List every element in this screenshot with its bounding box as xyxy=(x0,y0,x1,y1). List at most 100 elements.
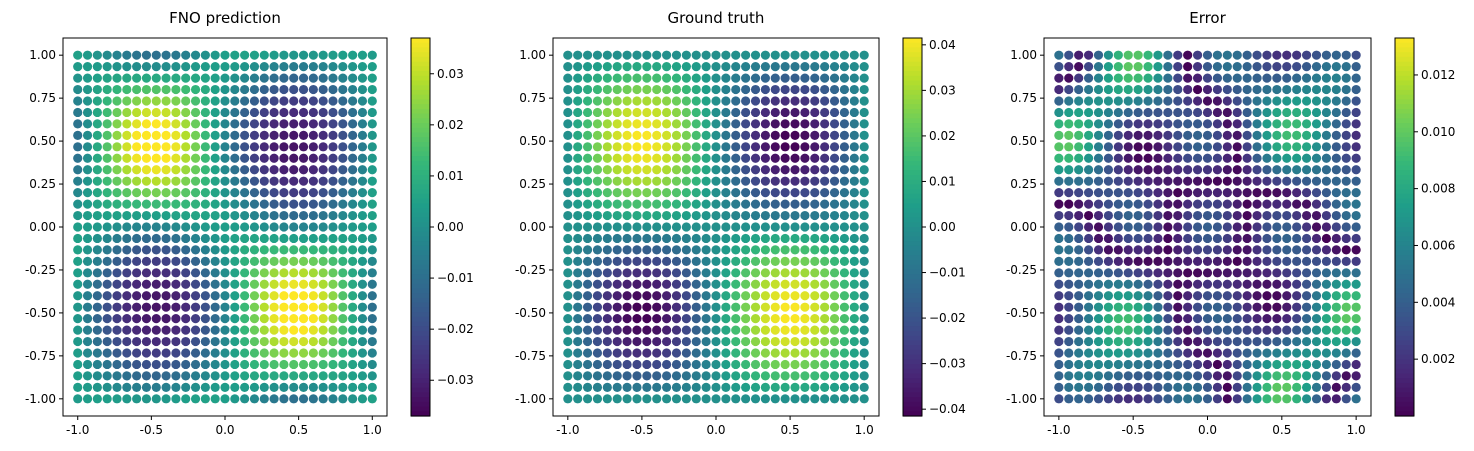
scatter-point xyxy=(328,50,338,60)
scatter-point xyxy=(82,233,93,244)
scatter-point xyxy=(731,153,741,163)
scatter-point xyxy=(701,107,711,118)
scatter-point xyxy=(770,394,780,404)
scatter-point xyxy=(1311,153,1322,163)
colorbar-tick-label: 0.00 xyxy=(929,220,956,234)
scatter-point xyxy=(1163,245,1173,255)
scatter-point xyxy=(1212,142,1223,152)
scatter-point xyxy=(849,291,859,301)
scatter-point xyxy=(849,245,859,255)
scatter-point xyxy=(1262,142,1272,152)
scatter-point xyxy=(1192,382,1203,392)
scatter-point xyxy=(210,336,220,347)
scatter-point xyxy=(161,336,171,347)
scatter-point xyxy=(122,73,132,83)
scatter-point xyxy=(622,199,632,209)
scatter-point xyxy=(829,279,840,289)
scatter-point xyxy=(780,50,790,60)
subplot-3: Error-1.0 -0.5 0.0 0.5 1.0-1.00-0.75-0.50-0.… xyxy=(1006,9,1455,437)
scatter-point xyxy=(1123,188,1133,198)
scatter-point xyxy=(1212,233,1223,244)
scatter-point xyxy=(1163,291,1173,301)
scatter-point xyxy=(210,359,220,370)
colorbar-segment xyxy=(1395,255,1414,261)
x-tick-label: 0.0 xyxy=(1198,423,1217,437)
scatter-point xyxy=(1242,222,1252,232)
scatter-point xyxy=(1292,256,1302,266)
scatter-point xyxy=(691,210,701,221)
scatter-point xyxy=(1083,210,1094,221)
scatter-point xyxy=(750,107,761,118)
scatter-point xyxy=(741,50,751,60)
scatter-point xyxy=(1292,176,1302,186)
scatter-point xyxy=(230,314,240,324)
scatter-point xyxy=(1252,199,1262,209)
scatter-point xyxy=(102,359,112,370)
scatter-point xyxy=(573,153,583,163)
scatter-point xyxy=(622,348,632,358)
scatter-point xyxy=(1163,325,1173,335)
scatter-point xyxy=(279,359,289,370)
scatter-point xyxy=(308,142,318,152)
scatter-point xyxy=(701,325,711,335)
colorbar-segment xyxy=(1395,170,1414,176)
x-tick-label: 0.5 xyxy=(289,423,308,437)
scatter-point xyxy=(1311,188,1322,198)
scatter-point xyxy=(741,130,751,140)
colorbar-segment xyxy=(903,127,922,134)
scatter-point xyxy=(161,359,171,370)
scatter-point xyxy=(602,199,612,209)
scatter-point xyxy=(171,96,181,106)
scatter-point xyxy=(82,348,93,358)
scatter-point xyxy=(289,62,299,72)
scatter-point xyxy=(1272,199,1282,209)
colorbar-segment xyxy=(411,382,430,389)
colorbar-segment xyxy=(903,269,922,275)
scatter-point xyxy=(632,165,642,175)
scatter-point xyxy=(357,245,368,255)
scatter-point xyxy=(592,325,603,335)
scatter-point xyxy=(1292,268,1302,278)
scatter-point xyxy=(308,176,318,186)
scatter-point xyxy=(249,96,260,106)
scatter-point xyxy=(582,302,593,312)
y-tick-label: 0.00 xyxy=(1010,220,1037,234)
scatter-point xyxy=(1331,119,1341,129)
scatter-point xyxy=(691,130,701,140)
scatter-point xyxy=(612,62,622,72)
scatter-point xyxy=(800,291,810,301)
scatter-point xyxy=(829,245,840,255)
scatter-point xyxy=(612,222,622,232)
scatter-point xyxy=(1202,336,1213,347)
scatter-point xyxy=(318,107,328,118)
scatter-point xyxy=(1163,142,1173,152)
colorbar-segment xyxy=(411,283,430,290)
scatter-point xyxy=(230,188,240,198)
scatter-point xyxy=(1321,107,1332,118)
scatter-point xyxy=(1321,336,1332,347)
scatter-point xyxy=(348,348,358,358)
scatter-point xyxy=(1093,325,1104,335)
scatter-point xyxy=(1282,84,1292,95)
scatter-point xyxy=(181,107,191,118)
scatter-point xyxy=(1103,314,1114,324)
scatter-point xyxy=(171,336,181,347)
scatter-point xyxy=(1083,336,1094,347)
scatter-point xyxy=(1153,210,1163,221)
scatter-point xyxy=(741,279,751,289)
scatter-point xyxy=(691,165,701,175)
scatter-point xyxy=(1252,176,1262,186)
scatter-point xyxy=(132,359,142,370)
scatter-point xyxy=(122,165,132,175)
scatter-point xyxy=(760,96,770,106)
scatter-point xyxy=(141,245,152,255)
scatter-point xyxy=(1262,199,1272,209)
scatter-point xyxy=(810,199,820,209)
scatter-point xyxy=(1123,268,1133,278)
scatter-point xyxy=(357,359,368,370)
scatter-point xyxy=(1351,371,1361,381)
scatter-point xyxy=(1262,222,1272,232)
scatter-point xyxy=(1292,245,1302,255)
scatter-point xyxy=(200,165,210,175)
scatter-point xyxy=(1054,382,1064,392)
